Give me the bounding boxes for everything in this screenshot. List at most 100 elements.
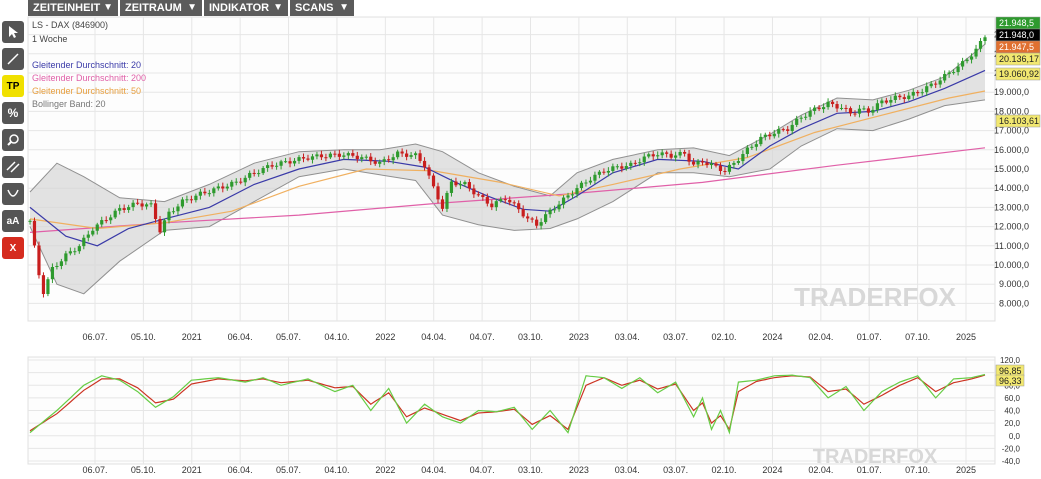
candle-body xyxy=(449,181,454,193)
candle-body xyxy=(620,166,624,169)
price-label: 19.060,92 xyxy=(999,69,1039,79)
candle-body xyxy=(983,37,987,41)
candle-body xyxy=(387,159,391,161)
candle-body xyxy=(821,107,826,110)
candle-body xyxy=(606,170,610,173)
candle-body xyxy=(472,188,476,195)
candle-body xyxy=(633,162,637,164)
candle-body xyxy=(337,153,341,157)
x-tick-label: 04.10. xyxy=(324,332,349,342)
delete-tool[interactable]: X xyxy=(2,237,24,259)
candle-body xyxy=(28,220,32,222)
menu-indikator[interactable]: INDIKATOR ▼ xyxy=(204,0,288,16)
candle-body xyxy=(584,182,588,184)
menu-scans[interactable]: SCANS ▼ xyxy=(290,0,354,16)
candle-body xyxy=(552,209,557,211)
candle-body xyxy=(956,66,960,73)
menu-zeitraum[interactable]: ZEITRAUM ▼ xyxy=(120,0,202,16)
y-tick-label: 0,0 xyxy=(1009,432,1021,441)
candle-body xyxy=(947,72,951,75)
stochastic-date-axis: 06.07. 05.10. 2021 06.04. 05.07. 04.10. 2022 04… xyxy=(82,465,976,475)
candle-body xyxy=(104,220,108,222)
tp-tool[interactable]: TP xyxy=(2,75,24,97)
price-label-box xyxy=(995,67,1041,81)
candle-body xyxy=(839,107,844,109)
legend-ma200[interactable]: Gleitender Durchschnitt: 200 xyxy=(32,73,146,83)
x-tick-label: 07.10. xyxy=(905,465,930,475)
y-tick-label: 120,0 xyxy=(1000,356,1021,365)
channel-tool[interactable] xyxy=(2,156,24,178)
candle-body xyxy=(91,230,95,235)
candle-body xyxy=(844,107,848,109)
candle-body xyxy=(902,97,906,99)
y-tick-label: -20,0 xyxy=(1002,444,1021,453)
candle-body xyxy=(503,199,507,201)
candle-body xyxy=(427,167,431,176)
candle-body xyxy=(615,166,619,168)
candle-body xyxy=(638,162,642,164)
candle-body xyxy=(629,162,633,167)
text-tool[interactable]: aA xyxy=(2,210,24,232)
candle-body xyxy=(494,201,498,208)
candle-body xyxy=(378,161,382,164)
candle-body xyxy=(772,133,776,137)
y-tick-label: 13.000,0 xyxy=(994,202,1029,212)
candle-body xyxy=(431,175,436,187)
price-chart-panel[interactable]: TRADERFOX 22.000,021.000,020.000,019.000… xyxy=(27,16,1041,342)
candle-body xyxy=(32,220,37,246)
stochastic-panel[interactable]: TRADERFOX 120,0100,080,060,040,020,00,0-… xyxy=(27,356,1025,475)
percent-tool[interactable]: % xyxy=(2,102,24,124)
candle-body xyxy=(68,251,72,254)
candle-body xyxy=(409,155,413,157)
cursor-tool[interactable] xyxy=(2,21,24,43)
line-icon xyxy=(7,53,19,65)
candle-body xyxy=(705,162,709,166)
candle-body xyxy=(978,40,983,49)
chevron-down-icon: ▼ xyxy=(187,2,197,13)
candle-body xyxy=(364,156,368,158)
stochastic-label: 96,33 xyxy=(999,376,1022,386)
candle-body xyxy=(382,159,386,162)
legend-bollinger[interactable]: Bollinger Band: 20 xyxy=(32,99,106,109)
candle-body xyxy=(575,188,579,195)
candle-body xyxy=(55,265,59,268)
candle-body xyxy=(925,86,929,93)
menu-zeiteinheit[interactable]: ZEITEINHEIT ▼ xyxy=(28,0,118,16)
candle-body xyxy=(857,108,862,114)
x-tick-label: 06.04. xyxy=(228,332,253,342)
candle-body xyxy=(907,95,911,99)
x-tick-label: 05.07. xyxy=(276,332,301,342)
y-tick-label: 14.000,0 xyxy=(994,183,1029,193)
parallel-lines-icon xyxy=(6,161,20,173)
legend-ma20[interactable]: Gleitender Durchschnitt: 20 xyxy=(32,60,141,70)
candle-body xyxy=(763,134,767,137)
candle-body xyxy=(467,182,471,189)
y-tick-label: 17.000,0 xyxy=(994,126,1029,136)
candle-body xyxy=(911,91,915,96)
candle-body xyxy=(732,162,736,165)
candle-body xyxy=(50,267,55,280)
candle-body xyxy=(647,154,651,157)
legend-ma50[interactable]: Gleitender Durchschnitt: 50 xyxy=(32,86,141,96)
x-tick-label: 03.04. xyxy=(615,332,640,342)
x-tick-label: 2021 xyxy=(182,465,202,475)
candle-body xyxy=(239,181,243,183)
y-tick-label: 16.000,0 xyxy=(994,145,1029,155)
candle-body xyxy=(512,202,516,204)
candle-body xyxy=(59,261,63,266)
candle-body xyxy=(799,117,803,119)
line-tool[interactable] xyxy=(2,48,24,70)
candle-body xyxy=(490,203,494,208)
date-axis: 06.07. 05.10. 2021 06.04. 05.07. 04.10. 2022 04… xyxy=(82,332,976,342)
candle-body xyxy=(884,100,888,103)
candle-body xyxy=(436,186,440,200)
x-tick-label: 05.07. xyxy=(276,465,301,475)
x-tick-label: 03.10. xyxy=(518,332,543,342)
candle-body xyxy=(830,101,835,105)
zoom-tool[interactable] xyxy=(2,129,24,151)
arc-tool[interactable] xyxy=(2,183,24,205)
candle-body xyxy=(539,222,543,226)
candle-body xyxy=(862,108,866,110)
